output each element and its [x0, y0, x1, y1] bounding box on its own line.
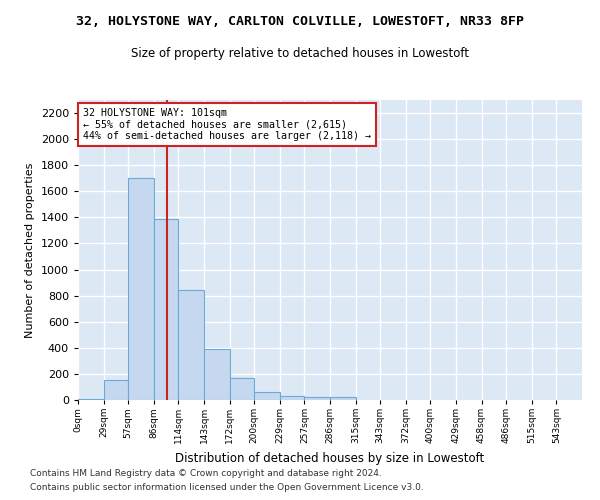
Text: Size of property relative to detached houses in Lowestoft: Size of property relative to detached ho…: [131, 48, 469, 60]
Text: Contains public sector information licensed under the Open Government Licence v3: Contains public sector information licen…: [30, 484, 424, 492]
Bar: [230, 378, 254, 400]
Bar: [254, 392, 280, 400]
Bar: [104, 380, 128, 400]
Bar: [78, 398, 104, 400]
Bar: [204, 349, 230, 400]
Text: Contains HM Land Registry data © Crown copyright and database right 2024.: Contains HM Land Registry data © Crown c…: [30, 468, 382, 477]
Y-axis label: Number of detached properties: Number of detached properties: [25, 162, 35, 338]
Bar: [178, 290, 204, 400]
Bar: [128, 178, 154, 400]
Bar: [280, 396, 304, 400]
Bar: [330, 396, 356, 400]
X-axis label: Distribution of detached houses by size in Lowestoft: Distribution of detached houses by size …: [175, 452, 485, 464]
Text: 32 HOLYSTONE WAY: 101sqm
← 55% of detached houses are smaller (2,615)
44% of sem: 32 HOLYSTONE WAY: 101sqm ← 55% of detach…: [83, 108, 371, 140]
Bar: [304, 396, 330, 400]
Text: 32, HOLYSTONE WAY, CARLTON COLVILLE, LOWESTOFT, NR33 8FP: 32, HOLYSTONE WAY, CARLTON COLVILLE, LOW…: [76, 15, 524, 28]
Bar: [154, 218, 178, 400]
